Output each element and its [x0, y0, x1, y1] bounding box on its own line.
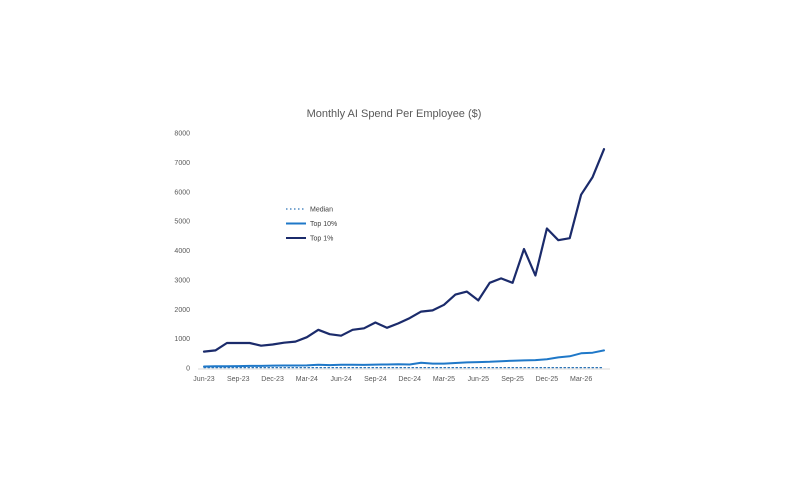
- chart-title: Monthly AI Spend Per Employee ($): [307, 108, 482, 120]
- x-tick-label: Dec-25: [536, 376, 559, 383]
- x-tick-label: Sep-24: [364, 376, 387, 383]
- x-axis-tick-labels: Jun-23 Sep-23 Dec-23 Mar-24 Jun-24 Sep-24 Dec-…: [193, 376, 592, 383]
- x-tick-label: Jun-24: [330, 376, 352, 383]
- x-tick-label: Sep-23: [227, 376, 250, 383]
- y-tick-label: 3000: [174, 277, 190, 284]
- legend-label: Top 10%: [310, 221, 337, 228]
- y-tick-label: 8000: [174, 131, 190, 138]
- x-tick-label: Jun-25: [468, 376, 490, 383]
- y-tick-label: 4000: [174, 248, 190, 255]
- x-tick-label: Jun-23: [193, 376, 215, 383]
- x-tick-label: Mar-25: [433, 376, 455, 383]
- y-tick-label: 1000: [174, 336, 190, 343]
- y-axis-tick-labels: 0 1000 2000 3000 4000 5000 6000 7000 8000: [174, 131, 190, 373]
- legend: Median Top 10% Top 1%: [286, 207, 337, 243]
- x-tick-label: Sep-25: [501, 376, 524, 383]
- series-line-top-10: [203, 349, 605, 368]
- legend-label: Median: [310, 207, 333, 214]
- y-tick-label: 0: [186, 366, 190, 373]
- x-tick-label: Mar-24: [296, 376, 318, 383]
- x-tick-label: Dec-24: [398, 376, 421, 383]
- y-tick-label: 2000: [174, 307, 190, 314]
- y-tick-label: 5000: [174, 219, 190, 226]
- x-tick-label: Dec-23: [261, 376, 284, 383]
- y-tick-label: 7000: [174, 160, 190, 167]
- series-lines: [202, 148, 606, 369]
- y-tick-label: 6000: [174, 189, 190, 196]
- x-tick-label: Mar-26: [570, 376, 592, 383]
- legend-label: Top 1%: [310, 236, 333, 243]
- series-line-top-1: [202, 148, 606, 353]
